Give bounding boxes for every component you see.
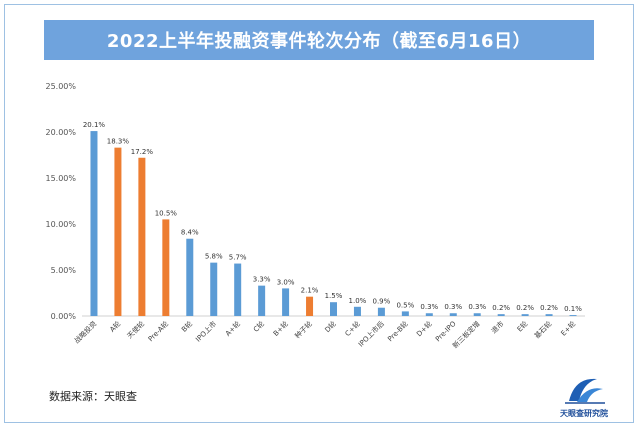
data-label: 20.1% bbox=[83, 121, 106, 129]
data-label: 8.4% bbox=[181, 229, 199, 237]
bar bbox=[545, 314, 553, 316]
x-tick-label: B轮 bbox=[179, 319, 194, 334]
data-label: 0.9% bbox=[373, 298, 391, 306]
data-label: 1.0% bbox=[349, 297, 367, 305]
data-label: 0.3% bbox=[468, 303, 486, 311]
data-label: 0.3% bbox=[444, 303, 462, 311]
bar bbox=[162, 219, 170, 316]
data-label: 0.2% bbox=[516, 304, 534, 312]
y-tick-label: 0.00% bbox=[51, 312, 77, 321]
data-label: 0.3% bbox=[420, 303, 438, 311]
bar bbox=[234, 263, 242, 316]
x-tick-label: 战略投资 bbox=[72, 319, 98, 345]
chart-frame bbox=[4, 4, 634, 423]
bar bbox=[569, 315, 577, 316]
x-tick-label: 种子轮 bbox=[293, 319, 314, 340]
x-tick-label: C轮 bbox=[251, 319, 266, 334]
data-label: 3.3% bbox=[253, 276, 271, 284]
data-label: 0.5% bbox=[396, 301, 414, 309]
bar bbox=[90, 131, 98, 316]
bar bbox=[138, 157, 146, 316]
data-label: 0.2% bbox=[492, 304, 510, 312]
tianyancha-logo: 天眼查研究院 bbox=[553, 371, 615, 419]
x-tick-label: E轮 bbox=[515, 319, 529, 333]
bar bbox=[330, 302, 337, 316]
bar bbox=[425, 313, 433, 316]
data-label: 18.3% bbox=[107, 138, 130, 146]
x-tick-label: C+轮 bbox=[343, 319, 362, 338]
data-label: 5.8% bbox=[205, 253, 223, 261]
data-label: 17.2% bbox=[131, 148, 154, 156]
x-tick-label: E+轮 bbox=[559, 319, 578, 338]
data-label: 10.5% bbox=[155, 209, 178, 217]
x-tick-label: IPO上市 bbox=[194, 319, 219, 344]
data-label: 0.1% bbox=[564, 305, 582, 313]
data-label: 2.1% bbox=[301, 287, 319, 295]
x-tick-label: A+轮 bbox=[223, 319, 242, 338]
x-tick-label: 天使轮 bbox=[125, 319, 146, 340]
bar bbox=[353, 306, 361, 316]
x-tick-label: 退市 bbox=[489, 319, 505, 335]
y-tick-label: 20.00% bbox=[45, 128, 76, 137]
bar bbox=[306, 296, 314, 316]
bar bbox=[210, 262, 218, 316]
bar bbox=[377, 307, 385, 316]
chart-title: 2022上半年投融资事件轮次分布（截至6月16日） bbox=[44, 20, 594, 60]
logo-text: 天眼查研究院 bbox=[560, 409, 608, 418]
data-label: 1.5% bbox=[325, 292, 343, 300]
y-tick-label: 10.00% bbox=[45, 220, 76, 229]
data-label: 0.2% bbox=[540, 304, 558, 312]
y-tick-label: 25.00% bbox=[45, 82, 76, 91]
bar bbox=[521, 314, 529, 316]
bar bbox=[449, 313, 457, 316]
data-source: 数据来源：天眼查 bbox=[49, 390, 137, 403]
bar bbox=[186, 238, 194, 316]
data-label: 3.0% bbox=[277, 278, 295, 286]
x-tick-label: Pre-B轮 bbox=[386, 319, 410, 343]
y-tick-label: 15.00% bbox=[45, 174, 76, 183]
x-tick-label: A轮 bbox=[108, 319, 123, 334]
bar bbox=[401, 311, 409, 316]
x-tick-label: D轮 bbox=[323, 319, 338, 334]
bar bbox=[258, 285, 266, 316]
bar bbox=[473, 313, 481, 316]
x-tick-label: Pre-IPO bbox=[434, 319, 458, 343]
data-label: 5.7% bbox=[229, 254, 247, 262]
x-tick-label: Pre-A轮 bbox=[146, 319, 170, 343]
bar bbox=[282, 288, 290, 316]
bar bbox=[497, 314, 505, 316]
x-tick-label: IPO上市后 bbox=[356, 319, 386, 349]
bar bbox=[114, 147, 122, 316]
eye-logo-icon bbox=[565, 378, 605, 404]
x-tick-label: 基石轮 bbox=[532, 319, 553, 340]
x-tick-label: B+轮 bbox=[271, 319, 290, 338]
x-tick-label: D+轮 bbox=[414, 319, 433, 338]
y-tick-label: 5.00% bbox=[51, 266, 77, 275]
